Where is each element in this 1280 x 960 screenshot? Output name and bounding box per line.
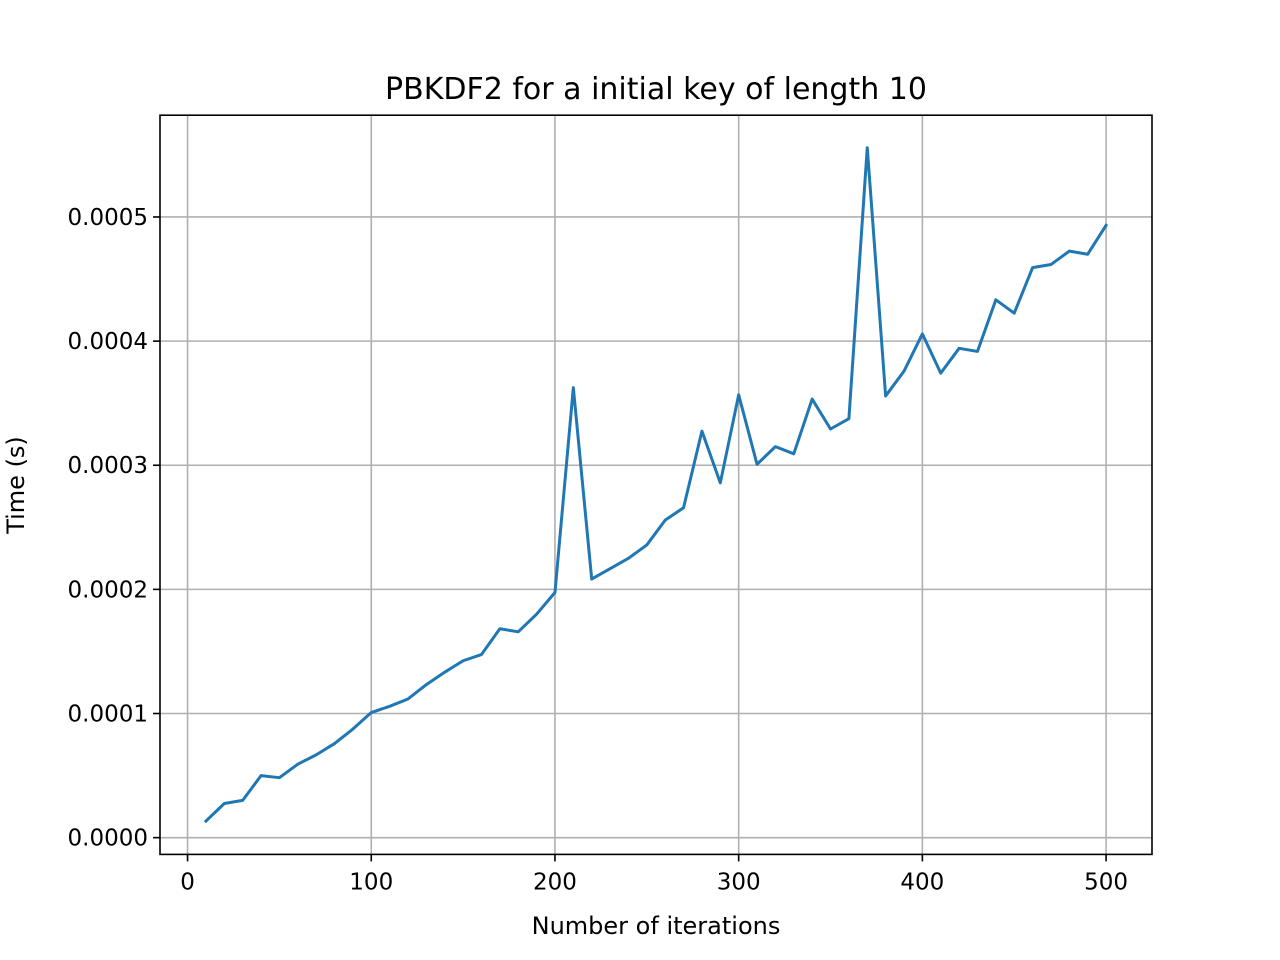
y-tick-label: 0.0001	[68, 702, 148, 728]
chart-title: PBKDF2 for a initial key of length 10	[385, 72, 927, 107]
grid-lines	[160, 115, 1152, 855]
y-tick-label: 0.0004	[68, 329, 148, 355]
y-tick-label: 0.0002	[68, 577, 148, 603]
x-tick-label: 300	[717, 869, 761, 895]
series-line	[203, 146, 1109, 824]
y-tick-label: 0.0005	[68, 205, 148, 231]
y-tick-label: 0.0000	[68, 826, 148, 852]
axis-ticks: 0 100 200 300 400 500 0.0000 0.0001 0.0002 0.0003…	[68, 205, 1129, 895]
y-tick-label: 0.0003	[68, 453, 148, 479]
x-tick-label: 500	[1084, 869, 1128, 895]
x-axis-label: Number of iterations	[532, 912, 781, 940]
x-tick-label: 200	[533, 869, 577, 895]
x-tick-label: 100	[349, 869, 393, 895]
x-tick-label: 400	[900, 869, 944, 895]
plot-frame	[159, 114, 1153, 856]
y-axis-label: Time (s)	[2, 436, 30, 535]
x-tick-label: 0	[180, 869, 195, 895]
series-layer	[203, 146, 1109, 824]
